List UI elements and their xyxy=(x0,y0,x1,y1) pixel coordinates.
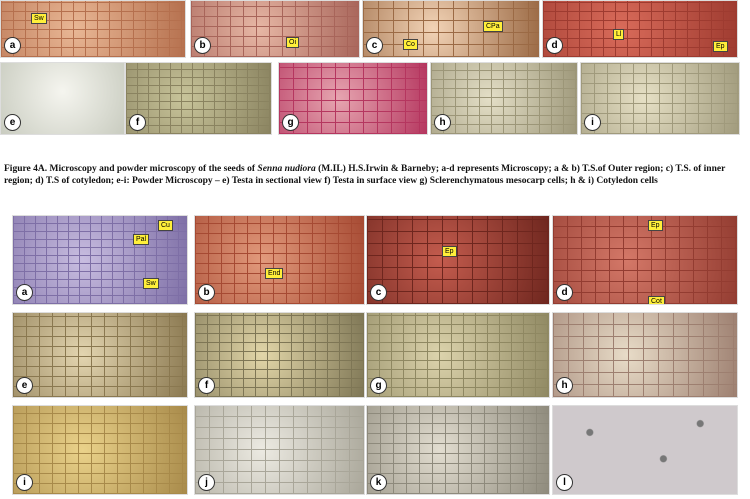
structure-label: Co xyxy=(403,39,418,50)
structure-label: Ll xyxy=(613,29,625,40)
micrograph: l xyxy=(552,405,738,495)
panel-letter: j xyxy=(198,474,215,491)
micrograph: h xyxy=(552,312,738,398)
panel-letter: g xyxy=(370,377,387,394)
structure-label: Cot xyxy=(648,296,665,304)
structure-label: Oi xyxy=(286,37,299,48)
micrograph: j xyxy=(194,405,365,495)
structure-label: Pal xyxy=(133,234,150,245)
panel-letter: c xyxy=(370,284,387,301)
panel-letter: k xyxy=(370,474,387,491)
structure-label: Ep xyxy=(648,220,663,231)
panel-letter: e xyxy=(4,114,21,131)
panel-letter: a xyxy=(16,284,33,301)
panel-letter: c xyxy=(366,37,383,54)
panel-letter: i xyxy=(584,114,601,131)
panel-letter: f xyxy=(129,114,146,131)
caption-text: Figure 4A. Microscopy and powder microsc… xyxy=(4,164,258,174)
micrograph: a Sw xyxy=(0,0,186,58)
panel-letter: f xyxy=(198,377,215,394)
micrograph: h xyxy=(430,62,578,135)
panel-letter: e xyxy=(16,377,33,394)
panel-letter: b xyxy=(198,284,215,301)
micrograph: c Ep xyxy=(366,215,550,305)
micrograph: i xyxy=(12,405,188,495)
micrograph: e xyxy=(12,312,188,398)
structure-label: Ep xyxy=(713,41,728,52)
micrograph: e xyxy=(0,62,125,135)
panel-letter: l xyxy=(556,474,573,491)
micrograph: g xyxy=(278,62,428,135)
panel-letter: g xyxy=(282,114,299,131)
panel-letter: i xyxy=(16,474,33,491)
panel-letter: d xyxy=(546,37,563,54)
micrograph: d Ll Ep xyxy=(542,0,738,58)
panel-letter: h xyxy=(434,114,451,131)
structure-label: Ep xyxy=(442,246,457,257)
structure-label: CPa xyxy=(483,21,503,32)
micrograph: a Cu Pal Sw xyxy=(12,215,188,305)
micrograph: c CPa Co xyxy=(362,0,540,58)
structure-label: End xyxy=(265,268,284,279)
caption-text: (M.IL) H.S.Irwin & Barneby; a-d represen… xyxy=(4,164,726,186)
micrograph: f xyxy=(194,312,365,398)
panel-letter: h xyxy=(556,377,573,394)
micrograph: b End xyxy=(194,215,365,305)
caption: Figure 4A. Microscopy and powder microsc… xyxy=(4,163,744,187)
structure-label: Cu xyxy=(158,220,173,231)
panel-letter: d xyxy=(556,284,573,301)
structure-label: Sw xyxy=(31,13,47,24)
panel-letter: b xyxy=(194,37,211,54)
micrograph: b Oi xyxy=(190,0,360,58)
micrograph: d Ep Cot xyxy=(552,215,738,305)
species-name: Senna nudiora xyxy=(257,164,316,174)
structure-label: Sw xyxy=(143,278,159,289)
micrograph: f xyxy=(125,62,272,135)
micrograph: k xyxy=(366,405,550,495)
micrograph: i xyxy=(580,62,740,135)
micrograph: g xyxy=(366,312,550,398)
panel-letter: a xyxy=(4,37,21,54)
